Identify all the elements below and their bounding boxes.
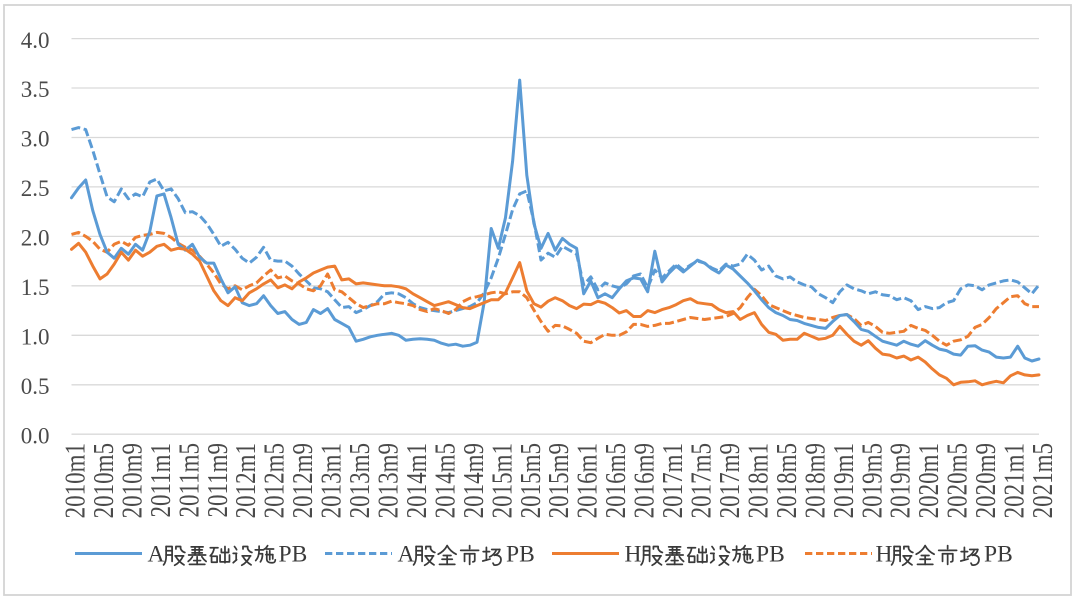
svg-text:2011m5: 2011m5 <box>173 443 205 517</box>
svg-text:2013m9: 2013m9 <box>372 443 404 518</box>
svg-text:2021m5: 2021m5 <box>1027 443 1059 518</box>
svg-text:2018m9: 2018m9 <box>799 443 831 518</box>
svg-text:2019m9: 2019m9 <box>884 443 916 518</box>
svg-text:2020m9: 2020m9 <box>970 443 1002 518</box>
svg-text:2016m5: 2016m5 <box>600 443 632 518</box>
svg-text:A: A <box>398 542 415 568</box>
svg-text:2017m5: 2017m5 <box>685 443 717 518</box>
svg-text:1.5: 1.5 <box>21 275 50 300</box>
svg-text:2012m9: 2012m9 <box>287 443 319 518</box>
svg-text:2016m1: 2016m1 <box>571 443 603 518</box>
svg-text:PB: PB <box>984 542 1013 568</box>
svg-text:2012m5: 2012m5 <box>258 443 290 518</box>
svg-text:2011m1: 2011m1 <box>145 443 177 517</box>
svg-text:2010m9: 2010m9 <box>116 443 148 518</box>
svg-text:PB: PB <box>279 542 308 568</box>
svg-text:2015m5: 2015m5 <box>514 443 546 518</box>
svg-text:2018m1: 2018m1 <box>742 443 774 518</box>
svg-text:2.5: 2.5 <box>21 176 50 201</box>
svg-text:3.5: 3.5 <box>21 77 50 102</box>
svg-text:0.0: 0.0 <box>21 423 50 448</box>
svg-text:PB: PB <box>506 542 535 568</box>
svg-text:2.0: 2.0 <box>21 226 50 251</box>
svg-text:2015m9: 2015m9 <box>543 443 575 518</box>
svg-text:2016m9: 2016m9 <box>628 443 660 518</box>
svg-text:2019m1: 2019m1 <box>827 443 859 518</box>
svg-text:2020m5: 2020m5 <box>941 443 973 518</box>
svg-text:2020m1: 2020m1 <box>913 443 945 518</box>
svg-text:2018m5: 2018m5 <box>771 443 803 518</box>
svg-text:A: A <box>148 542 165 568</box>
svg-text:2014m9: 2014m9 <box>458 443 490 518</box>
svg-text:0.5: 0.5 <box>21 374 50 399</box>
svg-text:2013m1: 2013m1 <box>315 443 347 518</box>
svg-text:3.0: 3.0 <box>21 127 50 152</box>
svg-text:2014m5: 2014m5 <box>429 443 461 518</box>
svg-text:2010m1: 2010m1 <box>59 443 91 518</box>
svg-text:1.0: 1.0 <box>21 325 50 350</box>
svg-text:2017m9: 2017m9 <box>714 443 746 518</box>
svg-text:2014m1: 2014m1 <box>401 443 433 518</box>
svg-text:4.0: 4.0 <box>21 28 50 53</box>
svg-text:H: H <box>625 542 642 568</box>
svg-text:2013m5: 2013m5 <box>344 443 376 518</box>
svg-text:2015m1: 2015m1 <box>486 443 518 518</box>
svg-text:PB: PB <box>756 542 785 568</box>
svg-text:2017m1: 2017m1 <box>657 443 689 518</box>
svg-text:2021m1: 2021m1 <box>998 443 1030 518</box>
svg-text:2012m1: 2012m1 <box>230 443 262 518</box>
svg-text:H: H <box>876 542 893 568</box>
svg-text:2010m5: 2010m5 <box>88 443 120 518</box>
svg-text:2019m5: 2019m5 <box>856 443 888 518</box>
svg-text:2011m9: 2011m9 <box>201 443 233 517</box>
